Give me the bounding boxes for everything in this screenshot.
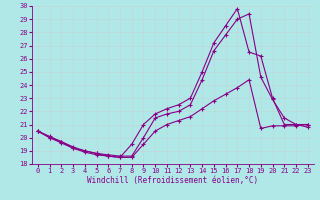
X-axis label: Windchill (Refroidissement éolien,°C): Windchill (Refroidissement éolien,°C) [87, 176, 258, 185]
